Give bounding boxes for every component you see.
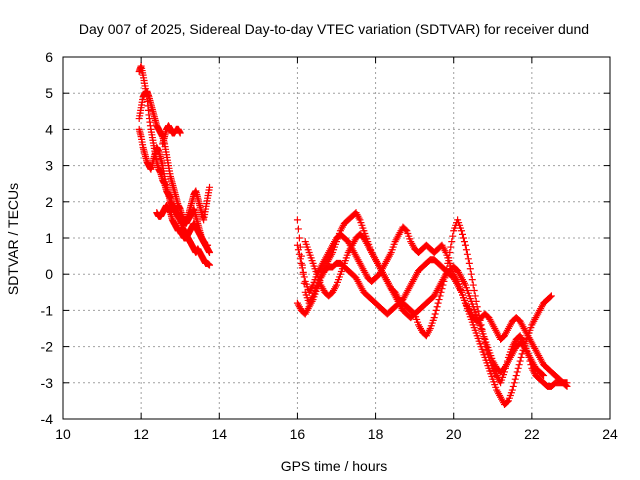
data-point — [206, 183, 214, 191]
data-point — [294, 246, 302, 254]
data-point — [435, 296, 443, 304]
data-point — [459, 230, 467, 238]
y-tick-label: -2 — [41, 339, 54, 355]
data-point — [206, 261, 214, 269]
y-tick-label: 6 — [45, 49, 53, 65]
y-tick-label: 0 — [45, 266, 53, 282]
data-point — [463, 250, 471, 258]
data-point — [449, 232, 457, 240]
axis-ticks — [62, 56, 611, 420]
data-point — [430, 314, 438, 322]
series-arc-1e — [159, 122, 184, 148]
data-point — [562, 382, 570, 390]
series-arc-2c — [293, 256, 555, 409]
data-point — [563, 382, 571, 390]
data-point — [508, 386, 516, 394]
data-point — [471, 292, 479, 300]
data-point — [300, 273, 308, 281]
data-point — [206, 248, 214, 256]
y-tick-label: -4 — [41, 411, 54, 427]
x-axis-label: GPS time / hours — [281, 458, 388, 474]
y-tick-label: 2 — [45, 194, 53, 210]
y-tick-label: 5 — [45, 85, 53, 101]
data-point — [293, 241, 301, 249]
data-point — [296, 255, 304, 263]
data-points — [135, 62, 571, 409]
data-point — [539, 371, 547, 379]
data-point — [299, 268, 307, 276]
data-point — [295, 250, 303, 258]
data-point — [297, 259, 305, 267]
data-point — [470, 286, 478, 294]
y-tick-label: 1 — [45, 230, 53, 246]
data-point — [293, 216, 301, 224]
data-point — [436, 292, 444, 300]
data-point — [512, 372, 520, 380]
data-point — [464, 255, 472, 263]
data-point — [298, 264, 306, 272]
data-point — [461, 241, 469, 249]
data-point — [515, 361, 523, 369]
data-point — [448, 238, 456, 246]
data-point — [434, 299, 442, 307]
series-arc-1d — [153, 201, 212, 249]
series-arc-2d — [301, 230, 548, 380]
data-point — [511, 375, 519, 383]
data-point — [447, 243, 455, 251]
data-point — [466, 265, 474, 273]
x-tick-label: 12 — [133, 426, 149, 442]
x-tick-label: 18 — [368, 426, 384, 442]
x-tick-label: 10 — [55, 426, 71, 442]
data-point — [510, 379, 518, 387]
data-point — [294, 225, 302, 233]
data-point — [204, 241, 212, 249]
x-tick-label: 22 — [524, 426, 540, 442]
data-point — [458, 227, 466, 235]
data-point — [462, 246, 470, 254]
data-point — [469, 281, 477, 289]
x-tick-label: 20 — [446, 426, 462, 442]
data-point — [468, 276, 476, 284]
y-tick-label: -1 — [41, 302, 54, 318]
y-tick-label: 4 — [45, 121, 53, 137]
data-point — [176, 129, 184, 137]
x-tick-label: 16 — [290, 426, 306, 442]
data-point — [540, 372, 548, 380]
data-point — [295, 234, 303, 242]
y-axis-label: SDTVAR / TECUs — [5, 183, 21, 295]
data-point — [546, 293, 554, 301]
x-tick-label: 24 — [602, 426, 618, 442]
data-point — [460, 238, 468, 246]
series-arc-1c — [135, 125, 214, 228]
data-point — [518, 350, 526, 358]
data-point — [517, 353, 525, 361]
data-point — [547, 292, 555, 300]
chart-title: Day 007 of 2025, Sidereal Day-to-day VTE… — [79, 21, 589, 37]
data-point — [503, 398, 511, 406]
data-point — [516, 357, 524, 365]
data-point — [431, 310, 439, 318]
y-tick-label: 3 — [45, 158, 53, 174]
data-point — [513, 368, 521, 376]
data-point — [459, 234, 467, 242]
data-point — [509, 382, 517, 390]
data-point — [402, 226, 410, 234]
y-tick-label: -3 — [41, 375, 54, 391]
data-point — [432, 306, 440, 314]
data-point — [465, 259, 473, 267]
x-tick-label: 14 — [211, 426, 227, 442]
data-point — [433, 303, 441, 311]
data-point — [514, 364, 522, 372]
data-point — [467, 270, 475, 278]
